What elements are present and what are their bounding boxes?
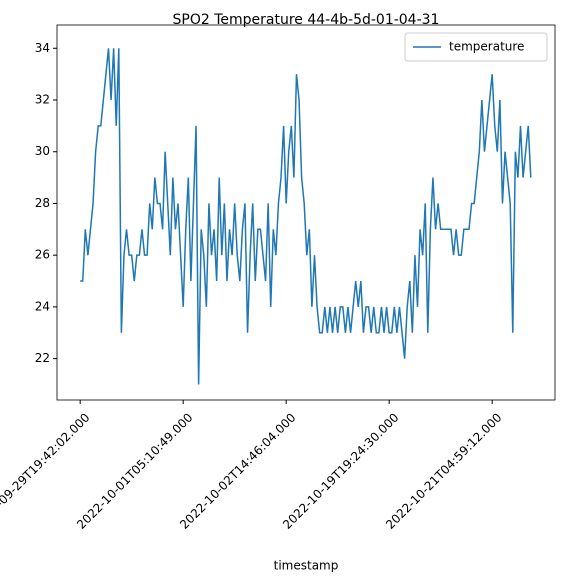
legend-box <box>404 32 548 62</box>
y-tick-label: 24 <box>35 299 50 313</box>
chart-title: SPO2 Temperature 44-4b-5d-01-04-31 <box>173 12 440 28</box>
y-tick-label: 30 <box>35 144 50 158</box>
x-tick-label: 2022-10-02T14:46:04.000 <box>177 410 298 531</box>
x-tick-label: 2022-10-19T19:24:30.000 <box>280 410 401 531</box>
x-tick-label: 2022-10-01T05:10:49.000 <box>74 410 195 531</box>
axes-frame <box>56 24 556 401</box>
y-tick-label: 26 <box>35 248 50 262</box>
y-tick-label: 34 <box>35 41 50 55</box>
x-tick-label: 2022-10-21T04:59:12.000 <box>383 410 504 531</box>
data-line <box>80 48 532 385</box>
x-axis-label: timestamp <box>274 559 339 573</box>
y-tick-label: 28 <box>35 196 50 210</box>
x-tick-label: 2022-09-29T19:42:02.000 <box>0 410 93 531</box>
legend-label: temperature <box>449 40 524 54</box>
y-tick-label: 22 <box>35 351 50 365</box>
y-tick-label: 32 <box>35 93 50 107</box>
